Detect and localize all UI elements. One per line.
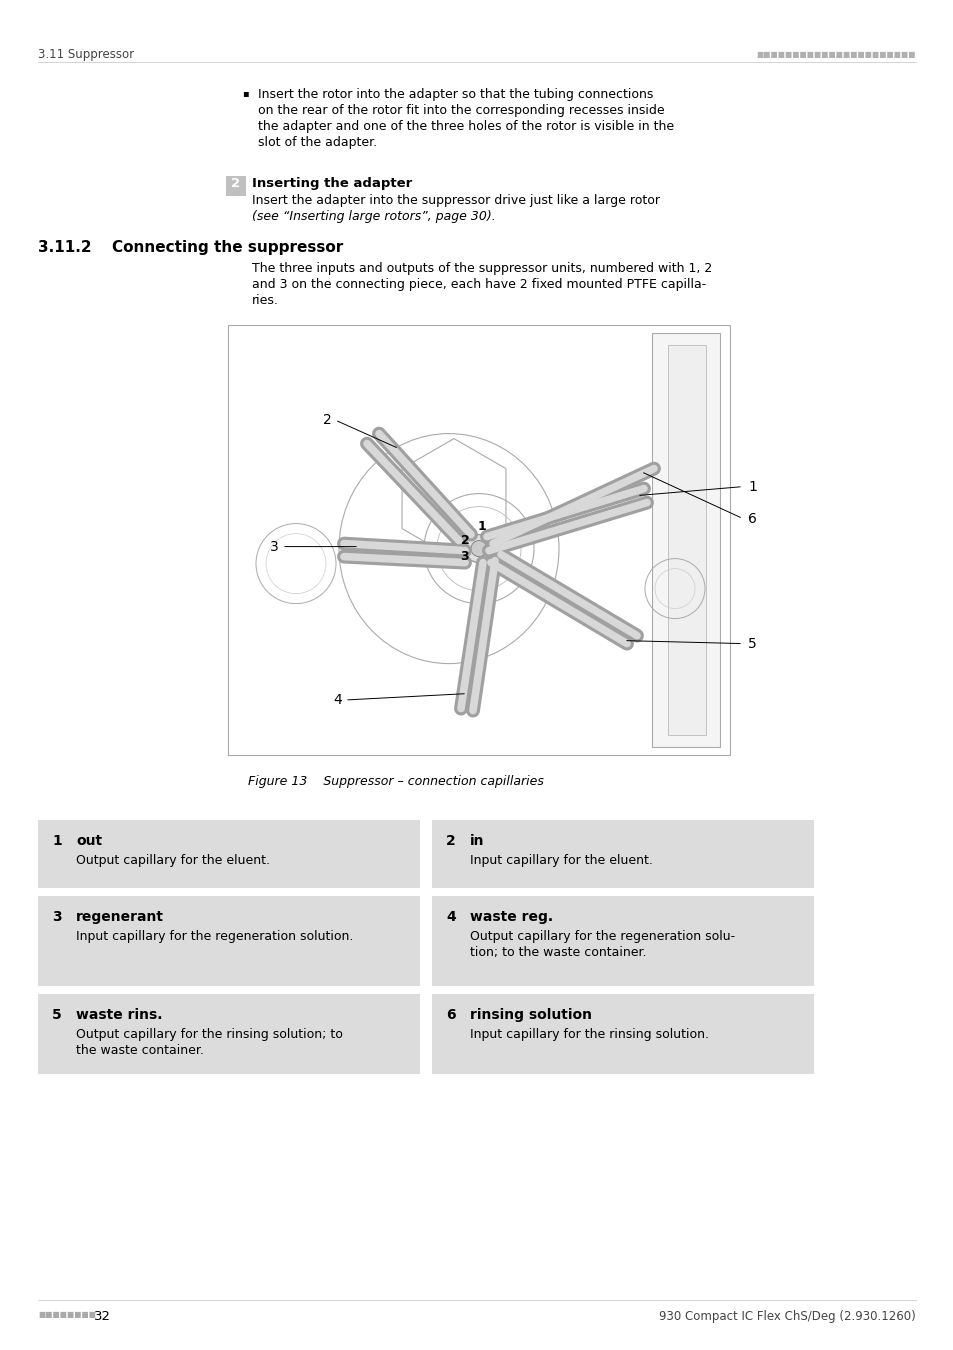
Text: the waste container.: the waste container.: [76, 1044, 204, 1057]
Circle shape: [464, 535, 493, 563]
Text: ▪: ▪: [242, 88, 249, 99]
Text: 4: 4: [446, 910, 456, 923]
Text: waste rins.: waste rins.: [76, 1008, 162, 1022]
Text: 930 Compact IC Flex ChS/Deg (2.930.1260): 930 Compact IC Flex ChS/Deg (2.930.1260): [659, 1310, 915, 1323]
Text: 4: 4: [333, 693, 341, 707]
Bar: [228, 325, 729, 755]
Text: (see “Inserting large rotors”, page 30).: (see “Inserting large rotors”, page 30).: [252, 211, 496, 223]
Bar: [432, 896, 813, 986]
Text: Input capillary for the rinsing solution.: Input capillary for the rinsing solution…: [470, 1027, 708, 1041]
Text: Insert the rotor into the adapter so that the tubing connections: Insert the rotor into the adapter so tha…: [257, 88, 653, 101]
Text: 5: 5: [747, 637, 756, 651]
Text: Input capillary for the regeneration solution.: Input capillary for the regeneration sol…: [76, 930, 353, 944]
Text: ■■■■■■■■■■■■■■■■■■■■■■: ■■■■■■■■■■■■■■■■■■■■■■: [756, 50, 915, 59]
Text: 5: 5: [52, 1008, 62, 1022]
Text: 2: 2: [323, 413, 332, 427]
Text: Output capillary for the eluent.: Output capillary for the eluent.: [76, 855, 270, 867]
Text: 1: 1: [477, 520, 486, 533]
Text: 2: 2: [232, 177, 240, 190]
Text: 2: 2: [460, 535, 469, 547]
Text: Connecting the suppressor: Connecting the suppressor: [112, 240, 343, 255]
Text: 6: 6: [747, 512, 756, 525]
Text: waste reg.: waste reg.: [470, 910, 553, 923]
Text: on the rear of the rotor fit into the corresponding recesses inside: on the rear of the rotor fit into the co…: [257, 104, 664, 117]
Text: Inserting the adapter: Inserting the adapter: [252, 177, 412, 190]
Text: 3: 3: [460, 549, 469, 563]
Text: the adapter and one of the three holes of the rotor is visible in the: the adapter and one of the three holes o…: [257, 120, 674, 134]
Text: slot of the adapter.: slot of the adapter.: [257, 136, 376, 148]
Text: Output capillary for the rinsing solution; to: Output capillary for the rinsing solutio…: [76, 1027, 342, 1041]
Bar: [432, 819, 813, 888]
Text: The three inputs and outputs of the suppressor units, numbered with 1, 2: The three inputs and outputs of the supp…: [252, 262, 712, 275]
Text: 3.11 Suppressor: 3.11 Suppressor: [38, 49, 134, 61]
Text: Insert the adapter into the suppressor drive just like a large rotor: Insert the adapter into the suppressor d…: [252, 194, 663, 207]
Text: 32: 32: [94, 1310, 111, 1323]
Text: rinsing solution: rinsing solution: [470, 1008, 592, 1022]
Text: and 3 on the connecting piece, each have 2 fixed mounted PTFE capilla-: and 3 on the connecting piece, each have…: [252, 278, 705, 292]
Bar: [38, 896, 419, 986]
Text: Figure 13    Suppressor – connection capillaries: Figure 13 Suppressor – connection capill…: [248, 775, 543, 788]
Bar: [432, 994, 813, 1075]
Text: Input capillary for the eluent.: Input capillary for the eluent.: [470, 855, 652, 867]
Circle shape: [471, 540, 486, 556]
Text: 1: 1: [52, 834, 62, 848]
Bar: [38, 994, 419, 1075]
Bar: [651, 333, 720, 747]
Text: 6: 6: [446, 1008, 456, 1022]
Text: 3: 3: [270, 540, 278, 553]
Bar: [226, 176, 246, 196]
Text: regenerant: regenerant: [76, 910, 164, 923]
Text: ■■■■■■■■: ■■■■■■■■: [38, 1310, 96, 1319]
Text: in: in: [470, 834, 484, 848]
Text: 2: 2: [446, 834, 456, 848]
Text: 1: 1: [747, 479, 756, 494]
Bar: [667, 346, 705, 734]
Text: ries.: ries.: [252, 294, 278, 306]
Text: out: out: [76, 834, 102, 848]
Text: tion; to the waste container.: tion; to the waste container.: [470, 946, 646, 958]
Text: 3: 3: [52, 910, 62, 923]
Text: Output capillary for the regeneration solu-: Output capillary for the regeneration so…: [470, 930, 735, 944]
Text: 3.11.2: 3.11.2: [38, 240, 91, 255]
Bar: [38, 819, 419, 888]
